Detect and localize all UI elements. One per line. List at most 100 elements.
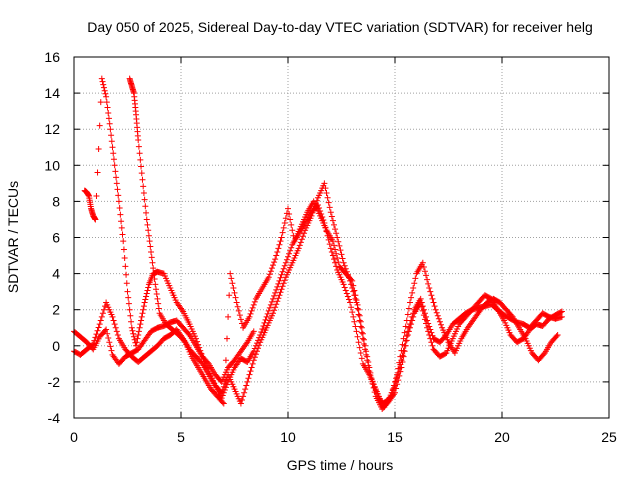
data-point	[328, 248, 335, 255]
data-point	[128, 318, 135, 325]
data-point	[265, 274, 272, 281]
data-point	[405, 328, 412, 335]
data-point	[274, 283, 281, 290]
data-point	[351, 287, 358, 294]
data-point	[277, 238, 284, 245]
data-point	[91, 337, 98, 344]
data-point	[369, 378, 376, 385]
data-point	[419, 259, 426, 266]
data-point	[133, 342, 140, 349]
data-point	[251, 354, 258, 361]
data-point	[282, 215, 289, 222]
data-point	[285, 205, 291, 212]
data-point	[100, 84, 107, 91]
data-point	[229, 280, 236, 287]
data-point	[137, 156, 144, 163]
data-point	[108, 132, 115, 139]
data-point	[341, 262, 348, 269]
data-point	[403, 317, 410, 324]
data-point	[327, 245, 334, 252]
data-point	[222, 357, 229, 364]
data-point	[271, 259, 278, 266]
data-point	[270, 295, 277, 302]
data-point	[421, 268, 428, 275]
data-point	[352, 323, 359, 330]
data-point	[98, 313, 105, 320]
data-point	[298, 236, 305, 243]
data-point	[273, 252, 280, 259]
data-point	[243, 382, 250, 389]
data-point	[412, 275, 419, 282]
data-point	[107, 343, 114, 350]
data-point	[248, 364, 255, 371]
data-point	[329, 217, 336, 224]
y-tick-label: 8	[52, 193, 60, 209]
data-point	[247, 368, 254, 375]
data-point	[194, 338, 201, 345]
data-point	[108, 347, 115, 354]
data-point	[287, 247, 294, 254]
data-point	[420, 263, 427, 270]
data-point	[185, 330, 192, 337]
data-point	[104, 330, 111, 337]
data-point	[115, 198, 122, 205]
grid	[74, 57, 609, 418]
data-point	[333, 230, 340, 237]
data-point	[399, 359, 406, 366]
data-point	[114, 331, 121, 338]
data-point	[92, 216, 99, 223]
data-point	[327, 209, 334, 216]
data-point	[359, 330, 366, 337]
data-point	[109, 313, 116, 320]
plot-frame	[73, 56, 610, 419]
data-point	[409, 317, 416, 324]
data-point	[355, 339, 362, 346]
data-point	[140, 183, 147, 190]
data-point	[130, 333, 137, 340]
data-point	[411, 280, 418, 287]
data-point	[426, 331, 433, 338]
data-point	[393, 385, 400, 392]
data-point	[150, 270, 157, 277]
data-point	[253, 348, 260, 355]
data-point	[102, 90, 109, 97]
data-point	[420, 312, 427, 319]
data-point	[120, 238, 127, 245]
data-point	[419, 307, 426, 314]
data-point	[96, 122, 103, 129]
data-point	[352, 292, 359, 299]
data-point	[119, 231, 126, 238]
data-point	[332, 226, 339, 233]
data-point	[343, 290, 350, 297]
data-point	[204, 359, 211, 366]
y-tick-label: 6	[52, 230, 60, 246]
data-point	[324, 194, 331, 201]
data-point	[357, 350, 364, 357]
data-point	[339, 255, 346, 262]
data-point	[252, 351, 259, 358]
data-point	[155, 305, 162, 312]
data-point	[286, 250, 293, 257]
y-tick-label: -4	[48, 410, 61, 426]
data-point	[281, 262, 288, 269]
data-point	[198, 359, 205, 366]
data-point	[331, 256, 338, 263]
data-point	[442, 350, 449, 357]
data-point	[325, 199, 332, 206]
data-point	[232, 294, 239, 301]
data-point	[331, 242, 338, 249]
x-axis-label: GPS time / hours	[287, 457, 394, 473]
data-point	[410, 313, 417, 320]
data-point	[99, 310, 106, 317]
data-point	[296, 242, 303, 249]
data-point	[238, 396, 245, 403]
data-point	[106, 120, 113, 127]
data-point	[244, 378, 251, 385]
data-point	[155, 300, 162, 307]
data-point	[136, 324, 143, 331]
data-point	[108, 138, 115, 145]
data-point	[220, 400, 227, 407]
data-point	[263, 313, 270, 320]
series-track-d	[126, 75, 561, 411]
data-point	[353, 328, 360, 335]
